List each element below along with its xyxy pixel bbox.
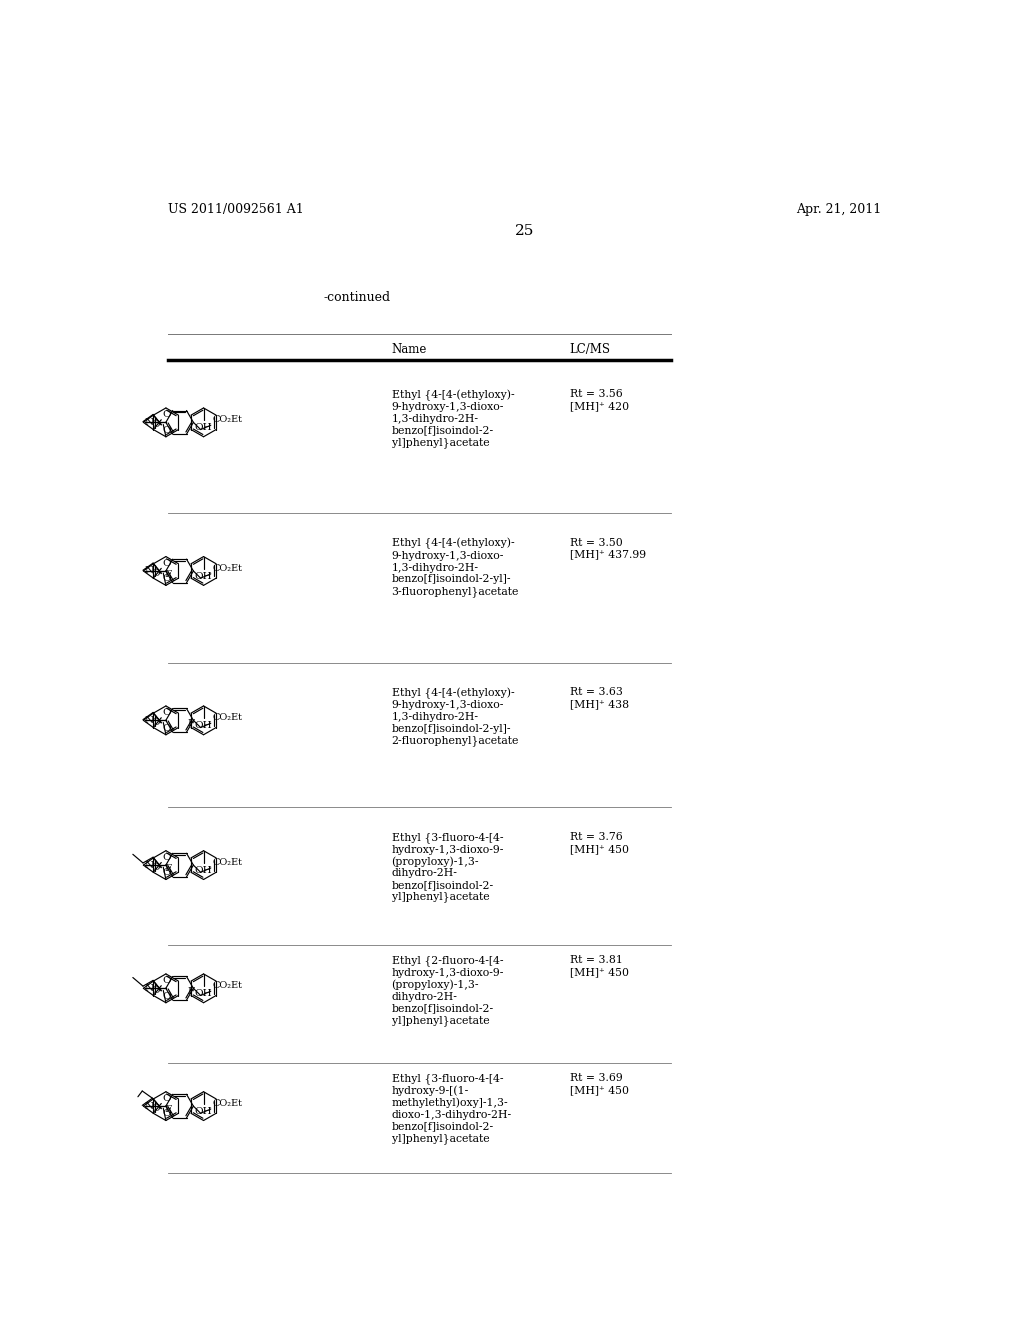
Text: CO₂Et: CO₂Et	[212, 564, 242, 573]
Text: Name: Name	[391, 343, 427, 356]
Text: N: N	[144, 861, 154, 870]
Text: CO₂Et: CO₂Et	[212, 713, 242, 722]
Text: N: N	[144, 418, 154, 426]
Text: O: O	[162, 1094, 171, 1102]
Text: F: F	[164, 570, 171, 579]
Text: O: O	[152, 718, 160, 727]
Text: CO₂Et: CO₂Et	[212, 1098, 242, 1107]
Text: OH: OH	[195, 424, 212, 433]
Text: O: O	[162, 975, 171, 985]
Text: Rt = 3.76
[MH]⁺ 450: Rt = 3.76 [MH]⁺ 450	[569, 832, 629, 854]
Text: Rt = 3.56
[MH]⁺ 420: Rt = 3.56 [MH]⁺ 420	[569, 389, 629, 411]
Text: O: O	[162, 708, 171, 717]
Text: -continued: -continued	[324, 290, 390, 304]
Text: F: F	[164, 1105, 171, 1114]
Text: O: O	[162, 991, 171, 1001]
Text: Rt = 3.50
[MH]⁺ 437.99: Rt = 3.50 [MH]⁺ 437.99	[569, 539, 646, 560]
Text: O: O	[162, 853, 171, 862]
Text: N: N	[144, 983, 154, 993]
Text: Ethyl {4-[4-(ethyloxy)-
9-hydroxy-1,3-dioxo-
1,3-dihydro-2H-
benzo[f]isoindol-2-: Ethyl {4-[4-(ethyloxy)- 9-hydroxy-1,3-di…	[391, 389, 514, 447]
Text: Ethyl {4-[4-(ethyloxy)-
9-hydroxy-1,3-dioxo-
1,3-dihydro-2H-
benzo[f]isoindol-2-: Ethyl {4-[4-(ethyloxy)- 9-hydroxy-1,3-di…	[391, 688, 519, 746]
Text: Rt = 3.69
[MH]⁺ 450: Rt = 3.69 [MH]⁺ 450	[569, 1073, 629, 1094]
Text: F: F	[187, 719, 195, 729]
Text: O: O	[152, 863, 160, 871]
Text: Rt = 3.63
[MH]⁺ 438: Rt = 3.63 [MH]⁺ 438	[569, 688, 629, 709]
Text: O: O	[162, 425, 171, 434]
Text: O: O	[162, 411, 171, 418]
Text: O: O	[152, 1104, 160, 1113]
Text: F: F	[187, 987, 195, 997]
Text: O: O	[162, 1109, 171, 1118]
Text: OH: OH	[195, 866, 212, 875]
Text: O: O	[152, 569, 160, 578]
Text: OH: OH	[195, 990, 212, 998]
Text: CO₂Et: CO₂Et	[212, 414, 242, 424]
Text: Ethyl {3-fluoro-4-[4-
hydroxy-9-[(1-
methylethyl)oxy]-1,3-
dioxo-1,3-dihydro-2H-: Ethyl {3-fluoro-4-[4- hydroxy-9-[(1- met…	[391, 1073, 512, 1144]
Text: Ethyl {2-fluoro-4-[4-
hydroxy-1,3-dioxo-9-
(propyloxy)-1,3-
dihydro-2H-
benzo[f]: Ethyl {2-fluoro-4-[4- hydroxy-1,3-dioxo-…	[391, 956, 504, 1026]
Text: CO₂Et: CO₂Et	[212, 858, 242, 867]
Text: O: O	[152, 986, 160, 995]
Text: O: O	[162, 574, 171, 583]
Text: OH: OH	[195, 722, 212, 730]
Text: OH: OH	[195, 572, 212, 581]
Text: CO₂Et: CO₂Et	[212, 981, 242, 990]
Text: US 2011/0092561 A1: US 2011/0092561 A1	[168, 203, 304, 216]
Text: O: O	[162, 869, 171, 878]
Text: Apr. 21, 2011: Apr. 21, 2011	[796, 203, 882, 216]
Text: 25: 25	[515, 224, 535, 238]
Text: N: N	[144, 715, 154, 725]
Text: Rt = 3.81
[MH]⁺ 450: Rt = 3.81 [MH]⁺ 450	[569, 956, 629, 977]
Text: LC/MS: LC/MS	[569, 343, 610, 356]
Text: OH: OH	[195, 1107, 212, 1117]
Text: Ethyl {3-fluoro-4-[4-
hydroxy-1,3-dioxo-9-
(propyloxy)-1,3-
dihydro-2H-
benzo[f]: Ethyl {3-fluoro-4-[4- hydroxy-1,3-dioxo-…	[391, 832, 504, 903]
Text: Ethyl {4-[4-(ethyloxy)-
9-hydroxy-1,3-dioxo-
1,3-dihydro-2H-
benzo[f]isoindol-2-: Ethyl {4-[4-(ethyloxy)- 9-hydroxy-1,3-di…	[391, 539, 519, 597]
Text: O: O	[152, 420, 160, 429]
Text: N: N	[144, 566, 154, 576]
Text: N: N	[144, 1102, 154, 1110]
Text: F: F	[164, 865, 171, 873]
Text: O: O	[162, 723, 171, 733]
Text: O: O	[162, 558, 171, 568]
